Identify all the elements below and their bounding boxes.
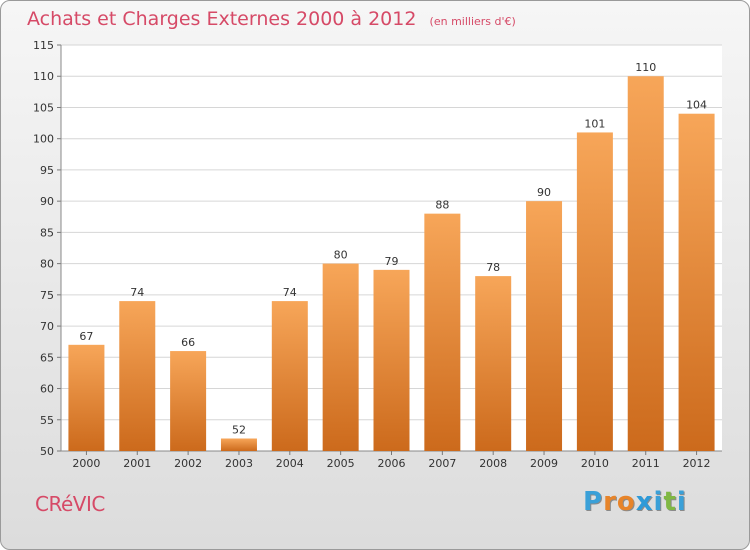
y-tick-label: 105 [33, 101, 54, 114]
bar [271, 301, 308, 451]
data-label: 80 [334, 249, 348, 262]
logo-letter: i [653, 487, 664, 517]
y-tick-label: 100 [33, 133, 54, 146]
logo-letter: x [635, 487, 654, 517]
x-tick-label: 2002 [174, 457, 202, 470]
bar [526, 201, 563, 451]
commune-name: CRéVIC [35, 492, 105, 516]
data-label: 74 [130, 286, 144, 299]
x-tick-label: 2000 [72, 457, 100, 470]
data-label: 66 [181, 336, 195, 349]
logo-letter: i [676, 487, 687, 517]
bar [220, 438, 257, 451]
bar [627, 76, 664, 451]
bar [373, 269, 410, 451]
x-tick-label: 2006 [378, 457, 406, 470]
data-label: 52 [232, 424, 246, 437]
chart-unit: (en milliers d'€) [429, 15, 516, 28]
logo-letter: t [663, 487, 677, 517]
bar [119, 301, 156, 451]
y-tick-label: 75 [40, 289, 54, 302]
data-label: 110 [635, 61, 656, 74]
y-tick-label: 115 [33, 39, 54, 52]
x-tick-label: 2007 [428, 457, 456, 470]
proxiti-logo: Proxiti [583, 487, 687, 517]
data-label: 90 [537, 186, 551, 199]
y-tick-label: 50 [40, 445, 54, 458]
x-tick-label: 2010 [581, 457, 609, 470]
x-tick-label: 2011 [632, 457, 660, 470]
logo-letter: P [583, 487, 604, 517]
bar [475, 276, 512, 451]
x-tick-label: 2001 [123, 457, 151, 470]
bar [68, 344, 105, 451]
x-tick-label: 2008 [479, 457, 507, 470]
y-tick-label: 85 [40, 226, 54, 239]
y-tick-label: 60 [40, 383, 54, 396]
y-tick-label: 70 [40, 320, 54, 333]
bar [576, 132, 613, 451]
y-tick-label: 55 [40, 414, 54, 427]
data-label: 101 [584, 117, 605, 130]
data-label: 74 [283, 286, 297, 299]
y-tick-label: 95 [40, 164, 54, 177]
x-tick-label: 2012 [683, 457, 711, 470]
y-tick-label: 110 [33, 70, 54, 83]
x-tick-label: 2005 [327, 457, 355, 470]
y-tick-label: 80 [40, 258, 54, 271]
logo-letter: r [603, 487, 617, 517]
data-label: 78 [486, 261, 500, 274]
chart-title-text: Achats et Charges Externes 2000 à 2012 [27, 8, 417, 30]
data-label: 79 [385, 255, 399, 268]
x-tick-label: 2004 [276, 457, 304, 470]
data-label: 88 [435, 199, 449, 212]
bar [424, 213, 461, 451]
logo-letter: o [616, 487, 636, 517]
bar [322, 263, 359, 451]
x-tick-label: 2009 [530, 457, 558, 470]
bar [170, 351, 207, 451]
y-tick-label: 90 [40, 195, 54, 208]
x-tick-label: 2003 [225, 457, 253, 470]
chart-title: Achats et Charges Externes 2000 à 2012 (… [27, 8, 516, 30]
bar [678, 113, 715, 451]
data-label: 104 [686, 99, 707, 112]
data-label: 67 [79, 330, 93, 343]
y-tick-label: 65 [40, 351, 54, 364]
